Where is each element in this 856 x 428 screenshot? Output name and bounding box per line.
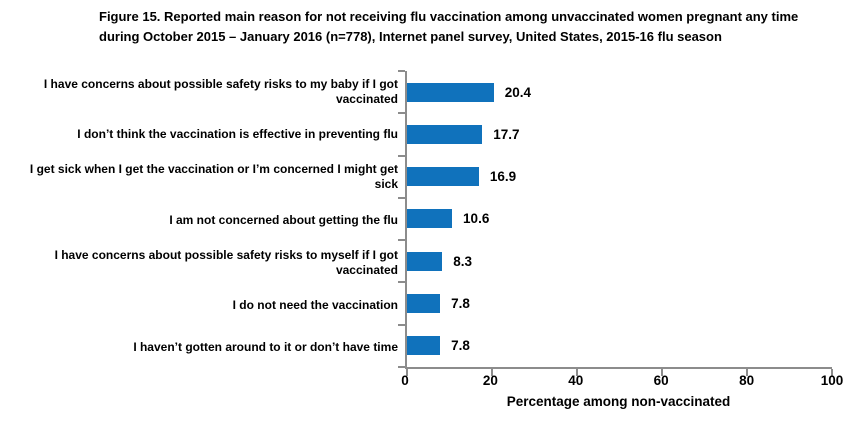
value-label: 8.3 [453, 253, 473, 269]
y-axis-tick [398, 154, 405, 157]
y-axis-tick [398, 366, 405, 368]
value-label: 20.4 [504, 84, 531, 100]
value-label: 17.7 [493, 126, 520, 142]
category-label: I get sick when I get the vaccination or… [29, 162, 398, 192]
x-axis-tick [406, 369, 408, 376]
bar [407, 124, 483, 144]
bar-row: 17.7 [407, 113, 832, 155]
category-label: I do not need the vaccination [232, 297, 398, 312]
x-tick-label: 20 [482, 373, 498, 388]
value-label: 10.6 [463, 211, 490, 227]
bar-row: 20.4 [407, 71, 832, 113]
x-axis-tick [746, 369, 748, 376]
x-tick-labels: 0 20 40 60 80 100 [401, 373, 843, 389]
x-tick-label: 60 [653, 373, 669, 388]
y-axis-tick [398, 70, 405, 72]
x-tick-label: 100 [820, 373, 844, 388]
x-tick-label: 0 [401, 373, 409, 388]
category-axis-labels: I have concerns about possible safety ri… [0, 71, 398, 369]
y-axis-tick [398, 281, 405, 284]
value-label: 16.9 [489, 169, 517, 185]
x-tick-label: 80 [739, 373, 755, 388]
y-axis-tick [398, 239, 405, 242]
bar [407, 209, 453, 229]
x-axis-tick [576, 369, 578, 376]
x-tick-label: 40 [568, 373, 584, 388]
category-label: I have concerns about possible safety ri… [43, 77, 398, 107]
bar [407, 336, 441, 356]
bar [407, 82, 494, 102]
value-label: 7.8 [451, 296, 470, 312]
bar [407, 167, 479, 187]
bar-row: 8.3 [407, 240, 832, 282]
x-axis-tick [661, 369, 663, 376]
y-axis-tick [398, 112, 405, 115]
bar [407, 294, 441, 314]
x-axis-tick [491, 369, 493, 376]
bar-row: 7.8 [407, 282, 832, 324]
category-label: I don’t think the vaccination is effecti… [77, 127, 398, 142]
category-label: I am not concerned about getting the flu [169, 212, 398, 227]
bar [407, 251, 443, 271]
bar-row: 10.6 [407, 198, 832, 240]
x-axis-tick [831, 369, 833, 376]
chart-title: Figure 15. Reported main reason for not … [99, 9, 799, 44]
y-axis-tick [398, 323, 405, 326]
bar-row: 16.9 [407, 156, 832, 198]
category-label: I haven’t gotten around to it or don’t h… [133, 340, 398, 355]
bar-row: 7.8 [407, 325, 832, 367]
plot-area: 20.4 17.7 16.9 10.6 8.3 7.8 7.8 [398, 70, 833, 376]
x-axis-title: Percentage among non-vaccinated [506, 394, 731, 409]
y-axis-tick [398, 196, 405, 199]
category-label: I have concerns about possible safety ri… [54, 247, 398, 277]
value-label: 7.8 [451, 338, 470, 354]
